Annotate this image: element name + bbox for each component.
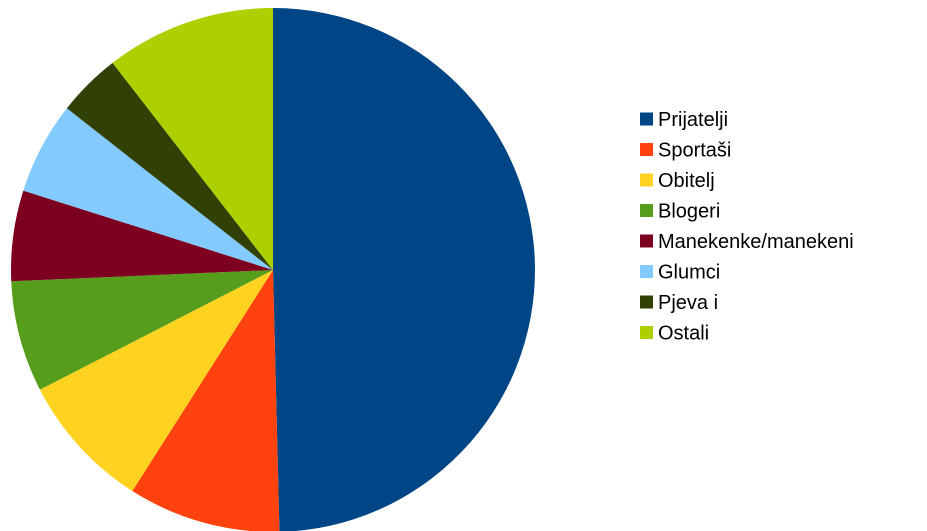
legend-label: Ostali <box>658 323 709 345</box>
legend-swatch <box>640 143 653 156</box>
legend-swatch <box>640 295 653 309</box>
legend-label: Pjeva i <box>658 292 718 314</box>
legend-item-pjeva-i: Pjeva i <box>640 292 718 314</box>
legend-swatch <box>640 173 653 187</box>
legend-item-obitelj: Obitelj <box>640 170 715 192</box>
legend-label: Manekenke/manekeni <box>658 231 854 253</box>
legend-swatch <box>640 204 653 217</box>
legend-label: Sportaši <box>658 140 731 162</box>
legend-item-sporta-i: Sportaši <box>640 140 731 162</box>
pie-slice-manekenke-manekeni <box>10 190 274 282</box>
legend-item-ostali: Ostali <box>640 323 709 345</box>
legend-swatch <box>640 234 653 248</box>
legend-label: Blogeri <box>658 201 720 223</box>
legend-item-manekenke-manekeni: Manekenke/manekeni <box>640 231 854 253</box>
pie-slices <box>10 8 535 531</box>
pie-slice-prijatelji <box>273 8 535 531</box>
legend-label: Obitelj <box>658 170 715 192</box>
pie-slice-ostali <box>112 8 273 270</box>
legend-item-glumci: Glumci <box>640 262 720 284</box>
legend-swatch <box>640 326 653 339</box>
pie-slice-pjeva-i <box>66 62 274 270</box>
legend-swatch <box>640 265 653 278</box>
legend-item-prijatelji: Prijatelji <box>640 109 728 131</box>
chart-legend: Prijatelji Sportaši Obitelj Blogeri Manekenk… <box>640 109 854 345</box>
pie-slice-glumci <box>23 108 273 271</box>
legend-item-blogeri: Blogeri <box>640 201 720 223</box>
legend-label: Prijatelji <box>658 109 728 131</box>
pie-slice-sporta-i <box>132 270 280 531</box>
pie-slice-obitelj <box>39 270 273 492</box>
pie-slice-blogeri <box>11 270 274 390</box>
legend-swatch <box>640 112 653 126</box>
legend-label: Glumci <box>658 262 720 284</box>
